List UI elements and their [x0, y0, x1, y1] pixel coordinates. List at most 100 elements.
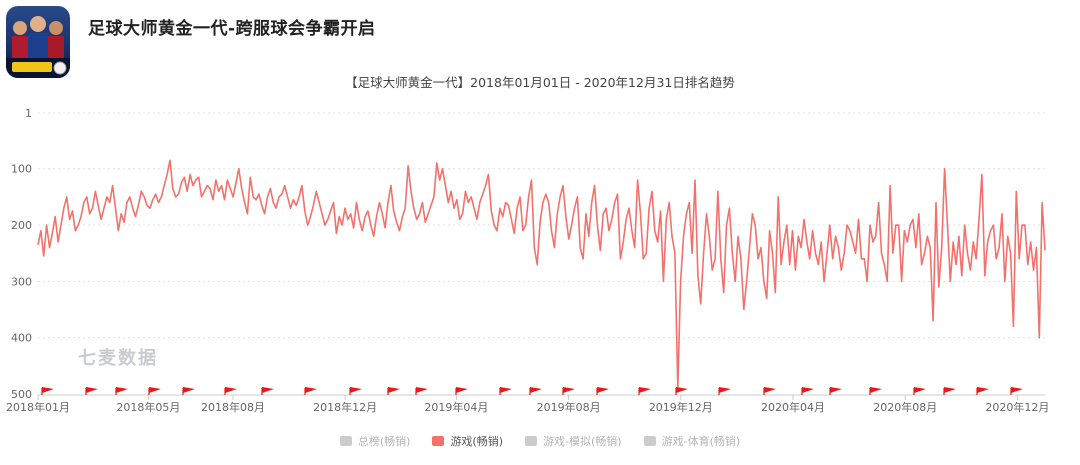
data-point [155, 194, 156, 195]
legend-swatch [339, 436, 352, 446]
data-point [709, 236, 710, 237]
data-point [385, 227, 386, 228]
data-point [253, 196, 254, 197]
event-flag-marker[interactable] [829, 387, 842, 395]
event-flag-marker[interactable] [596, 387, 609, 395]
event-flag-marker[interactable] [261, 387, 274, 395]
event-flag-marker[interactable] [304, 387, 317, 395]
data-point [408, 165, 409, 166]
event-flag-marker[interactable] [387, 387, 400, 395]
data-point [583, 258, 584, 259]
data-point [373, 236, 374, 237]
data-point [565, 216, 566, 217]
data-point [789, 264, 790, 265]
data-point [184, 177, 185, 178]
data-point [993, 225, 994, 226]
event-flag-marker[interactable] [1010, 387, 1023, 395]
event-flag-marker[interactable] [763, 387, 776, 395]
data-point [907, 241, 908, 242]
data-point [476, 219, 477, 220]
event-flag-marker[interactable] [675, 387, 688, 395]
data-point [474, 208, 475, 209]
data-point [80, 216, 81, 217]
event-flag-marker[interactable] [182, 387, 195, 395]
data-point [370, 225, 371, 226]
data-point [591, 202, 592, 203]
data-point [588, 236, 589, 237]
data-point [634, 247, 635, 248]
event-flag-marker[interactable] [499, 387, 512, 395]
event-flag-marker[interactable] [148, 387, 161, 395]
event-flag-marker[interactable] [529, 387, 542, 395]
event-flag-marker[interactable] [224, 387, 237, 395]
event-flag-marker[interactable] [562, 387, 575, 395]
data-point [812, 230, 813, 231]
data-point [878, 202, 879, 203]
data-point [192, 185, 193, 186]
data-point [152, 199, 153, 200]
legend-item[interactable]: 游戏(畅销) [432, 433, 503, 449]
event-flag-marker[interactable] [869, 387, 882, 395]
data-point [362, 230, 363, 231]
data-point [517, 208, 518, 209]
data-point [729, 208, 730, 209]
data-point [628, 208, 629, 209]
data-point [1010, 253, 1011, 254]
data-point [471, 196, 472, 197]
event-flag-marker[interactable] [349, 387, 362, 395]
event-flag-marker[interactable] [85, 387, 98, 395]
data-point [55, 216, 56, 217]
data-point [924, 253, 925, 254]
event-flag-marker[interactable] [718, 387, 731, 395]
data-point [149, 208, 150, 209]
data-point [1033, 270, 1034, 271]
data-point [310, 216, 311, 217]
data-point [399, 230, 400, 231]
data-point [462, 213, 463, 214]
data-point [826, 253, 827, 254]
event-flag-marker[interactable] [976, 387, 989, 395]
data-point [141, 191, 142, 192]
data-point [884, 264, 885, 265]
data-point [144, 196, 145, 197]
data-point [528, 196, 529, 197]
data-point [838, 247, 839, 248]
event-flag-marker[interactable] [638, 387, 651, 395]
data-point [83, 202, 84, 203]
legend-label: 总榜(畅销) [357, 435, 411, 448]
data-point [158, 202, 159, 203]
event-flag-marker[interactable] [943, 387, 956, 395]
data-point [164, 185, 165, 186]
data-point [505, 202, 506, 203]
event-flag-marker[interactable] [455, 387, 468, 395]
event-flag-marker[interactable] [41, 387, 54, 395]
data-point [451, 191, 452, 192]
event-flag-marker[interactable] [115, 387, 128, 395]
data-point [663, 281, 664, 282]
x-tick-label: 2019年12月 [649, 400, 713, 414]
event-flag-marker[interactable] [801, 387, 814, 395]
legend-swatch [643, 436, 656, 446]
data-point [109, 202, 110, 203]
event-flag-marker[interactable] [913, 387, 926, 395]
data-point [580, 247, 581, 248]
data-point [795, 270, 796, 271]
data-point [390, 185, 391, 186]
data-point [844, 253, 845, 254]
legend-item[interactable]: 总榜(畅销) [339, 433, 411, 449]
data-point [350, 213, 351, 214]
data-point [344, 208, 345, 209]
data-point [69, 219, 70, 220]
data-point [775, 292, 776, 293]
data-point [1044, 250, 1045, 251]
data-point [316, 191, 317, 192]
data-point [1001, 213, 1002, 214]
legend-item[interactable]: 游戏-模拟(畅销) [525, 433, 622, 449]
data-point [872, 241, 873, 242]
data-point [479, 202, 480, 203]
data-point [1013, 326, 1014, 327]
data-point [700, 303, 701, 304]
data-point [52, 233, 53, 234]
legend-item[interactable]: 游戏-体育(畅销) [643, 433, 740, 449]
event-flag-marker[interactable] [415, 387, 428, 395]
